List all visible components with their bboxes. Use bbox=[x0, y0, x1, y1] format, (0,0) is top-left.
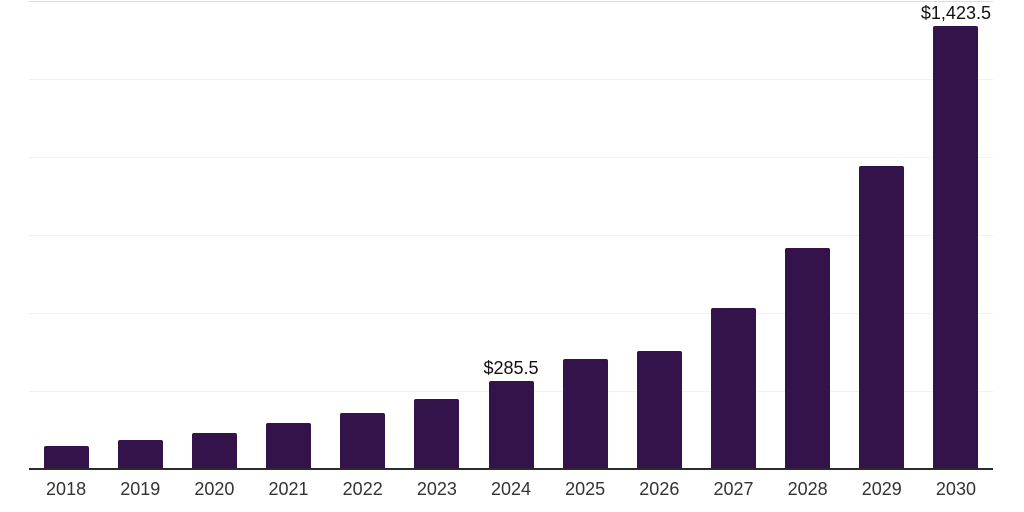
x-tick-label-2027: 2027 bbox=[713, 479, 754, 499]
bar-band-2030: $1,423.5 bbox=[919, 2, 993, 470]
x-tick-label-2020: 2020 bbox=[194, 479, 235, 499]
bar-value-label-2024: $285.5 bbox=[483, 357, 539, 378]
x-tick-label-2023: 2023 bbox=[416, 479, 457, 499]
x-tick-label-2029: 2029 bbox=[861, 479, 902, 499]
gridline-1500 bbox=[29, 1, 993, 2]
bar-2029 bbox=[859, 166, 905, 470]
bar-band-2028 bbox=[771, 2, 845, 470]
bar-2018 bbox=[43, 445, 89, 470]
bar-value-label-2030: $1,423.5 bbox=[920, 2, 991, 23]
bar-band-2018 bbox=[29, 2, 103, 470]
x-axis-tick-labels: 2018 2019 2020 2021 2022 2023 2024 2025 2026 2027… bbox=[29, 479, 993, 501]
bar-2022 bbox=[340, 412, 386, 470]
x-axis-line bbox=[29, 468, 993, 470]
bar-2025 bbox=[562, 358, 608, 470]
bar-band-2026 bbox=[622, 2, 696, 470]
x-tick-label-2025: 2025 bbox=[565, 479, 606, 499]
x-tick-label-2021: 2021 bbox=[268, 479, 309, 499]
bar-band-2024: $285.5 bbox=[474, 2, 548, 470]
x-tick-label-2030: 2030 bbox=[935, 479, 976, 499]
plot-area: $285.5 $1,423.5 bbox=[29, 1, 993, 470]
bar-2024: $285.5 bbox=[483, 359, 539, 470]
x-tick-label-2026: 2026 bbox=[639, 479, 680, 499]
bars-group: $285.5 $1,423.5 bbox=[29, 2, 993, 470]
bar-2028 bbox=[785, 247, 831, 470]
gridline-500 bbox=[29, 313, 993, 315]
x-tick-label-2022: 2022 bbox=[342, 479, 383, 499]
bar-band-2023 bbox=[400, 2, 474, 470]
bar-2019 bbox=[117, 440, 163, 470]
bar-band-2029 bbox=[845, 2, 919, 470]
x-tick-label-2018: 2018 bbox=[46, 479, 87, 499]
gridline-1000 bbox=[29, 157, 993, 159]
bar-2020 bbox=[191, 432, 237, 470]
gridline-750 bbox=[29, 235, 993, 236]
bar-band-2019 bbox=[103, 2, 177, 470]
bar-2026 bbox=[636, 351, 682, 470]
bar-band-2021 bbox=[251, 2, 325, 470]
x-tick-label-2024: 2024 bbox=[490, 479, 532, 499]
x-tick-label-2019: 2019 bbox=[120, 479, 161, 499]
bar-band-2027 bbox=[696, 2, 770, 470]
bar-2027 bbox=[710, 308, 756, 470]
gridline-1250 bbox=[29, 79, 993, 80]
bar-band-2022 bbox=[326, 2, 400, 470]
bar-band-2020 bbox=[177, 2, 251, 470]
bar-2023 bbox=[414, 398, 460, 470]
bar-2030: $1,423.5 bbox=[921, 4, 991, 470]
bar-2021 bbox=[266, 423, 312, 470]
bar-band-2025 bbox=[548, 2, 622, 470]
x-tick-label-2028: 2028 bbox=[787, 479, 828, 499]
